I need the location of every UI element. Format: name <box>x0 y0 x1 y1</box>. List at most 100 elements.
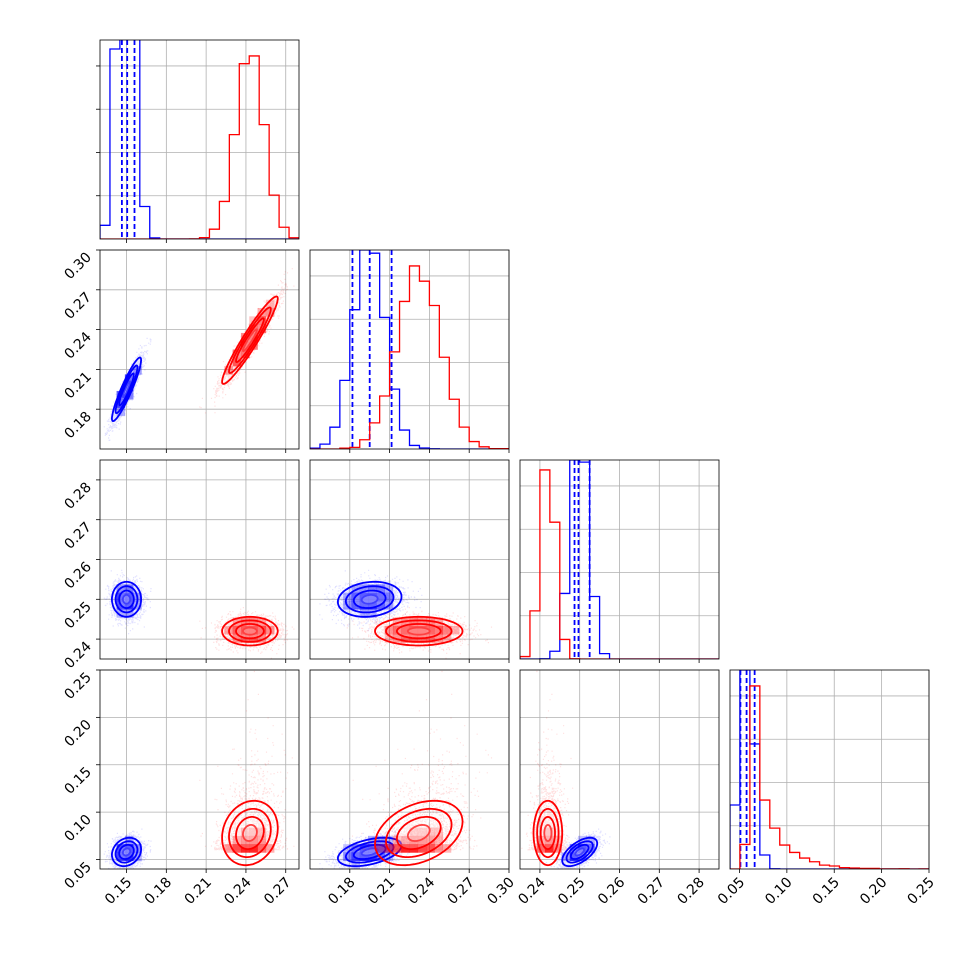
density-cell <box>442 634 452 643</box>
density-cell <box>124 835 134 845</box>
density-cell <box>265 299 275 309</box>
panel-content <box>319 569 493 659</box>
panel-frame <box>729 669 930 870</box>
contour-series-0 <box>561 836 599 868</box>
tick-label-x: 0.15 <box>102 875 135 908</box>
tick-label-x: 0.05 <box>715 875 748 908</box>
density-cell <box>359 844 369 853</box>
contour-series-1 <box>543 823 553 842</box>
density-cell <box>257 634 267 643</box>
tick-label-y: 0.21 <box>61 369 94 402</box>
contour-series-1 <box>235 317 265 364</box>
panel-2-2 <box>519 459 720 663</box>
tick-label-y: 0.25 <box>61 599 94 632</box>
tick-label-x: 0.18 <box>325 875 358 908</box>
density-cell <box>232 844 242 853</box>
tick-label-x: 0.27 <box>445 875 478 908</box>
density-cell <box>384 852 394 862</box>
contour-series-0 <box>565 840 594 864</box>
contour-series-1 <box>221 799 279 867</box>
contour-series-0 <box>114 585 139 614</box>
contour-series-1 <box>406 626 431 636</box>
density-cell <box>265 844 275 853</box>
density-cell <box>384 584 394 593</box>
density-cell <box>376 835 385 845</box>
scatter-series-1 <box>346 670 493 851</box>
contour-series-1 <box>228 306 272 374</box>
density-cell <box>426 835 435 845</box>
contour-series-0 <box>360 847 379 857</box>
tick-label-x: 0.21 <box>182 875 215 908</box>
density-cell <box>224 844 233 853</box>
histogram-series-0 <box>520 460 719 659</box>
tick-label-y: 0.26 <box>61 559 94 592</box>
contour-series-1 <box>374 799 464 867</box>
panel-content <box>319 670 493 869</box>
density-cell <box>343 852 352 862</box>
panel-frame <box>309 249 510 450</box>
contour-series-1 <box>228 808 272 858</box>
density-cell <box>586 835 595 845</box>
density-cell <box>376 844 385 853</box>
density-cell <box>569 852 579 862</box>
density-cell <box>544 827 554 837</box>
density-cell <box>384 625 394 635</box>
contour-series-1 <box>241 328 258 353</box>
tick-label-y: 0.28 <box>61 479 94 512</box>
density-cell <box>392 617 402 627</box>
contour-series-1 <box>395 816 442 850</box>
density-cell <box>232 634 242 643</box>
density-cell <box>368 584 377 593</box>
contour-series-1 <box>221 295 279 385</box>
contour-series-1 <box>532 799 564 867</box>
tick-label-x: 0.28 <box>675 875 708 908</box>
tick-label-x: 0.26 <box>595 874 628 907</box>
density-cell <box>561 852 571 862</box>
tick-label-x: 0.27 <box>261 875 294 908</box>
tick-label-y: 0.25 <box>61 670 94 703</box>
density-cell <box>133 600 142 610</box>
density-cell <box>384 835 394 845</box>
density-cell <box>401 625 410 635</box>
density-cell <box>409 827 419 837</box>
contour-series-0 <box>110 836 143 868</box>
density-cell <box>124 584 134 593</box>
panel-1-0 <box>96 249 300 453</box>
panel-2-0 <box>96 459 300 663</box>
contour-series-0 <box>110 580 143 618</box>
density-cell <box>257 324 267 334</box>
panel-content <box>730 670 929 869</box>
histogram-series-1 <box>100 55 299 239</box>
tick-label-x: 0.18 <box>142 875 175 908</box>
density-cell <box>249 827 258 837</box>
contour-series-0 <box>569 843 590 860</box>
contour-series-0 <box>122 380 132 399</box>
density-cell <box>351 584 361 593</box>
density-cell <box>359 852 369 862</box>
panel-3-1 <box>309 669 510 873</box>
density-cell <box>409 617 419 627</box>
tick-label-y: 0.30 <box>61 250 94 283</box>
tick-label-x: 0.24 <box>515 874 548 907</box>
histogram-series-0 <box>100 40 299 239</box>
tick-label-x: 0.21 <box>365 875 398 908</box>
tick-label-x: 0.25 <box>904 875 937 908</box>
density-cell <box>376 844 385 853</box>
density-cell <box>553 844 562 853</box>
tick-label-x: 0.30 <box>484 875 517 908</box>
panel-content <box>310 250 509 449</box>
density-cell <box>376 584 385 593</box>
contour-series-1 <box>228 619 272 643</box>
tick-label-y: 0.18 <box>61 409 94 442</box>
contour-series-0 <box>110 356 143 423</box>
contour-series-0 <box>122 847 132 857</box>
tick-label-x: 0.10 <box>762 875 795 908</box>
density-cell <box>442 625 452 635</box>
density-cell <box>384 634 394 643</box>
density-cell <box>249 617 258 627</box>
density-cell <box>257 625 267 635</box>
tick-label-y: 0.27 <box>61 289 94 322</box>
panel-content <box>103 268 295 441</box>
density-cell <box>426 634 435 643</box>
